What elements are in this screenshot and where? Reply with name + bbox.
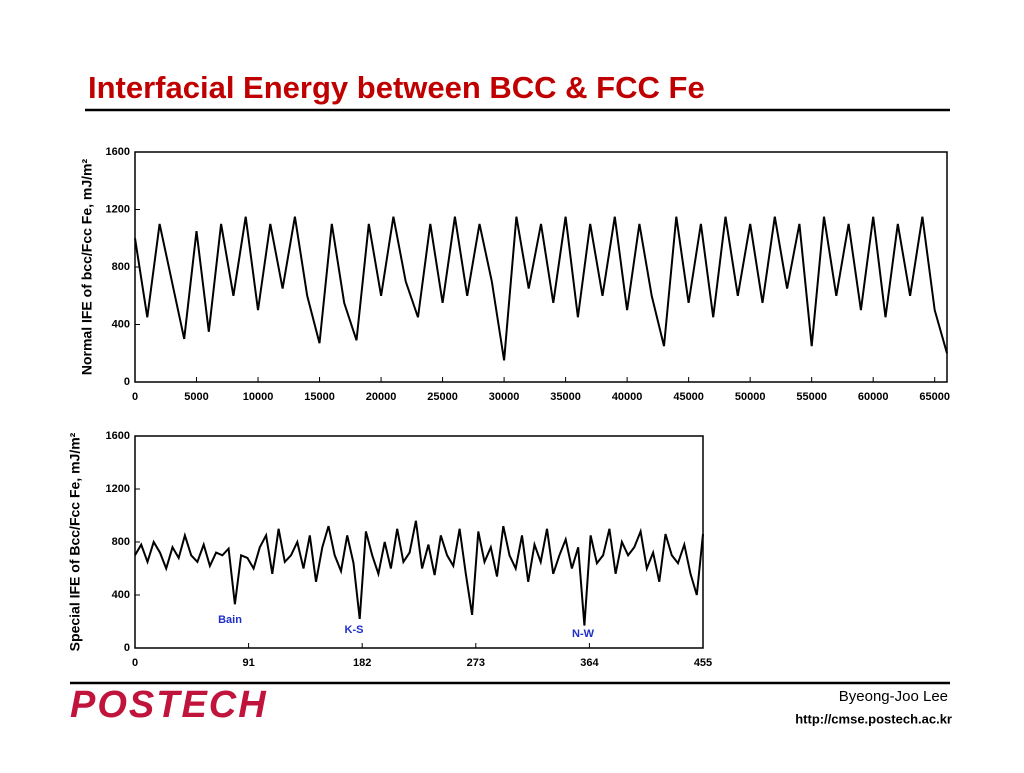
annotation: Bain xyxy=(218,614,242,626)
x-tick-label: 455 xyxy=(694,657,712,669)
y-axis-label: Special IFE of Bcc/Fcc Fe, mJ/m² xyxy=(67,432,83,651)
x-tick-label: 10000 xyxy=(243,391,274,403)
annotation: K-S xyxy=(345,624,364,636)
y-tick-label: 1600 xyxy=(106,146,130,158)
x-tick-label: 15000 xyxy=(304,391,335,403)
y-tick-label: 400 xyxy=(112,589,130,601)
x-tick-label: 364 xyxy=(580,657,599,669)
y-tick-label: 800 xyxy=(112,261,130,273)
x-tick-label: 60000 xyxy=(858,391,889,403)
data-line xyxy=(134,520,704,626)
y-tick-label: 0 xyxy=(124,376,130,388)
y-tick-label: 800 xyxy=(112,536,130,548)
x-tick-label: 273 xyxy=(467,657,485,669)
x-tick-label: 30000 xyxy=(489,391,520,403)
x-tick-label: 45000 xyxy=(673,391,704,403)
x-tick-label: 20000 xyxy=(366,391,397,403)
y-tick-label: 0 xyxy=(124,642,130,654)
x-tick-label: 35000 xyxy=(550,391,581,403)
x-tick-label: 0 xyxy=(132,391,138,403)
x-tick-label: 55000 xyxy=(796,391,827,403)
y-tick-label: 1200 xyxy=(106,203,130,215)
x-tick-label: 182 xyxy=(353,657,371,669)
data-line xyxy=(134,216,948,361)
slide-title: Interfacial Energy between BCC & FCC Fe xyxy=(88,70,705,105)
x-tick-label: 91 xyxy=(242,657,254,669)
x-tick-label: 25000 xyxy=(427,391,458,403)
x-tick-label: 50000 xyxy=(735,391,766,403)
y-tick-label: 400 xyxy=(112,318,130,330)
y-tick-label: 1200 xyxy=(106,483,130,495)
y-axis-label: Normal IFE of bcc/Fcc Fe, mJ/m² xyxy=(79,159,95,376)
annotation: N-W xyxy=(572,628,595,640)
x-tick-label: 0 xyxy=(132,657,138,669)
logo: POSTECH xyxy=(70,684,268,726)
x-tick-label: 5000 xyxy=(184,391,208,403)
x-tick-label: 40000 xyxy=(612,391,643,403)
url: http://cmse.postech.ac.kr xyxy=(795,711,952,726)
author: Byeong-Joo Lee xyxy=(839,688,948,705)
x-tick-label: 65000 xyxy=(919,391,950,403)
y-tick-label: 1600 xyxy=(106,430,130,442)
